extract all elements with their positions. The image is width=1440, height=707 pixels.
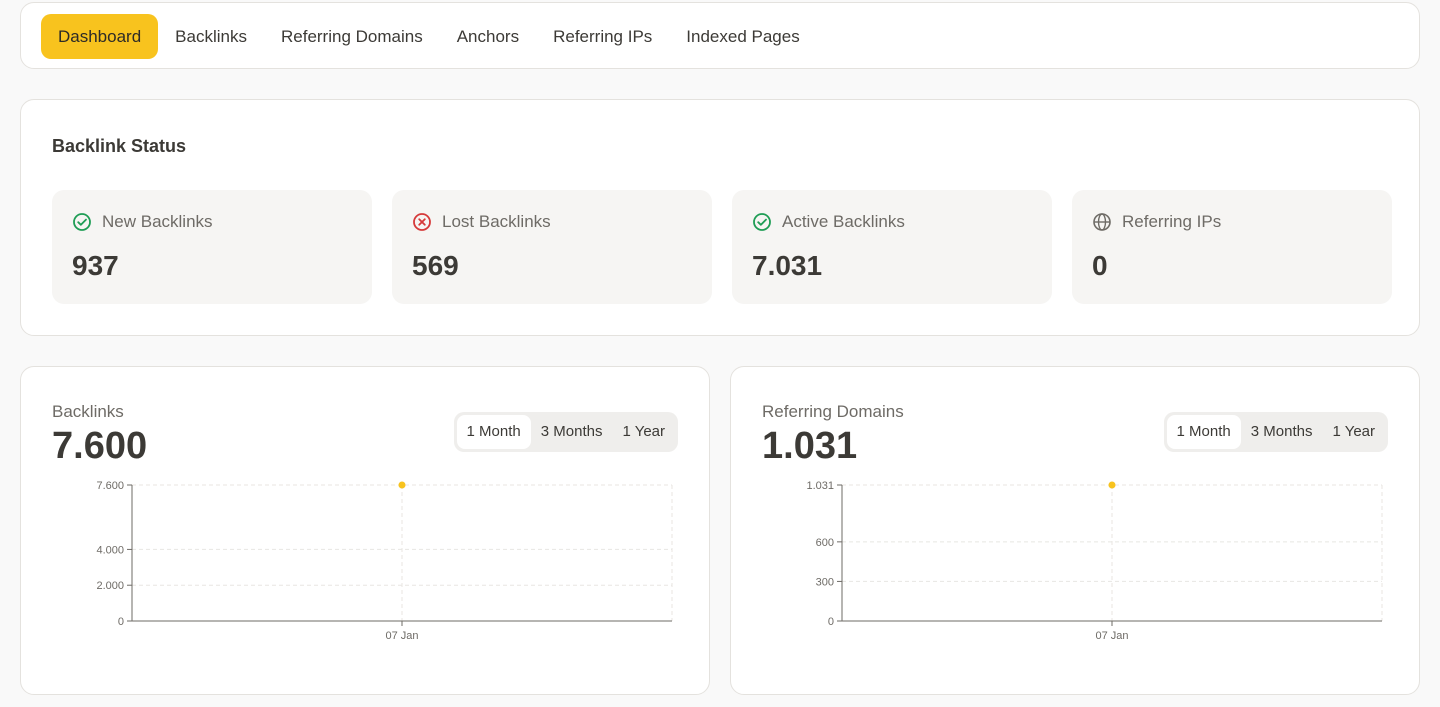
nav-tab-dashboard[interactable]: Dashboard [41, 14, 159, 59]
range-3-months-button[interactable]: 3 Months [540, 423, 603, 440]
data-point [1108, 481, 1116, 489]
backlinks-chart: 0 2.000 4.000 7.600 07 Jan [96, 480, 673, 642]
tile-value: 0 [1092, 250, 1108, 281]
y-tick-label: 600 [816, 537, 834, 549]
tile-label: New Backlinks [102, 212, 213, 231]
tile-value: 937 [72, 250, 119, 281]
backlinks-chart-card: Backlinks 7.600 1 Month 3 Months 1 Year … [20, 366, 710, 695]
x-tick-label: 07 Jan [385, 630, 418, 642]
lost-backlinks-tile: Lost Backlinks 569 [392, 190, 712, 304]
y-tick-label: 4.000 [96, 544, 124, 556]
tile-value: 569 [412, 250, 459, 281]
top-navigation: Dashboard Backlinks Referring Domains An… [20, 2, 1420, 69]
chart-total-value: 7.600 [52, 425, 148, 467]
active-backlinks-tile: Active Backlinks 7.031 [732, 190, 1052, 304]
range-selector: 1 Month 3 Months 1 Year [453, 412, 678, 452]
new-backlinks-tile: New Backlinks 937 [52, 190, 372, 304]
nav-tab-referring-ips[interactable]: Referring IPs [553, 27, 653, 46]
y-tick-label: 1.031 [806, 480, 834, 492]
tile-label: Referring IPs [1122, 212, 1222, 231]
y-tick-label: 7.600 [96, 480, 124, 492]
chart-total-value: 1.031 [762, 425, 858, 467]
y-tick-label: 300 [816, 576, 834, 588]
nav-tab-referring-domains[interactable]: Referring Domains [280, 27, 423, 46]
range-1-year-button[interactable]: 1 Year [1332, 423, 1375, 440]
referring-domains-chart-card: Referring Domains 1.031 1 Month 3 Months… [730, 366, 1420, 695]
chart-label: Backlinks [52, 402, 124, 421]
referring-domains-chart: 0 300 600 1.031 07 Jan [806, 480, 1383, 642]
backlink-status-card: Backlink Status New Backlinks 937 Lost B… [20, 99, 1420, 336]
tile-value: 7.031 [752, 250, 823, 281]
nav-tab-backlinks[interactable]: Backlinks [175, 27, 247, 46]
tile-label: Active Backlinks [782, 212, 905, 231]
tile-label: Lost Backlinks [442, 212, 551, 231]
data-point [398, 481, 406, 489]
check-circle-icon [73, 213, 91, 231]
chart-label: Referring Domains [762, 402, 904, 421]
y-tick-label: 0 [828, 616, 834, 628]
range-1-month-button[interactable]: 1 Month [456, 415, 531, 449]
range-3-months-button[interactable]: 3 Months [1250, 423, 1313, 440]
x-circle-icon [413, 213, 431, 231]
nav-tab-indexed-pages[interactable]: Indexed Pages [686, 27, 800, 46]
section-title: Backlink Status [52, 136, 187, 156]
y-tick-label: 0 [118, 616, 124, 628]
range-selector: 1 Month 3 Months 1 Year [1163, 412, 1388, 452]
check-circle-icon [753, 213, 771, 231]
range-1-year-button[interactable]: 1 Year [622, 423, 665, 440]
range-1-month-button[interactable]: 1 Month [1166, 415, 1241, 449]
nav-tab-anchors[interactable]: Anchors [456, 27, 520, 46]
referring-ips-tile: Referring IPs 0 [1072, 190, 1392, 304]
globe-icon [1093, 213, 1111, 231]
y-tick-label: 2.000 [96, 580, 124, 592]
x-tick-label: 07 Jan [1095, 630, 1128, 642]
